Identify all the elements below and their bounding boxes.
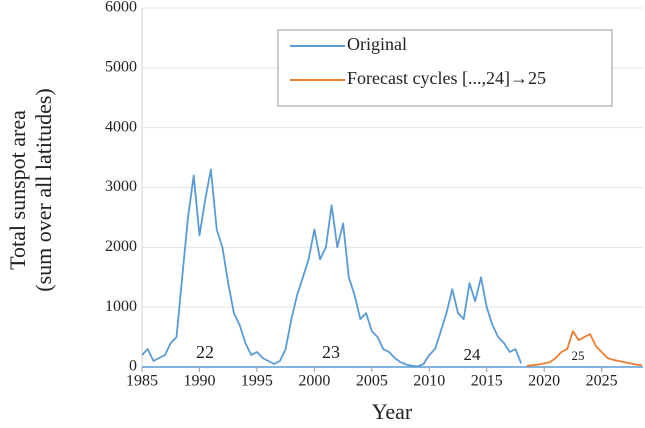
y-axis-title: (sum over all latitudes) bbox=[31, 88, 56, 291]
annotation: 23 bbox=[322, 342, 340, 362]
y-tick-label: 2000 bbox=[105, 238, 137, 255]
y-tick-label: 1000 bbox=[105, 298, 137, 315]
x-tick-label: 2010 bbox=[413, 373, 445, 390]
x-tick-label: 2000 bbox=[298, 373, 330, 390]
y-tick-label: 3000 bbox=[105, 178, 137, 195]
legend-box bbox=[277, 29, 613, 107]
x-tick-label: 2015 bbox=[471, 373, 503, 390]
x-tick-label: 1995 bbox=[241, 373, 273, 390]
legend-label: Original bbox=[347, 34, 407, 54]
x-tick-label: 1990 bbox=[183, 373, 215, 390]
annotation: 25 bbox=[572, 348, 585, 363]
x-tick-label: 1985 bbox=[126, 373, 158, 390]
annotation: 24 bbox=[464, 345, 482, 364]
x-tick-label: 2025 bbox=[586, 373, 618, 390]
x-tick-label: 2005 bbox=[356, 373, 388, 390]
annotation: 22 bbox=[196, 342, 214, 362]
y-tick-label: 6000 bbox=[105, 0, 137, 16]
legend-label: Forecast cycles [...,24]→25 bbox=[347, 68, 546, 88]
y-axis-title: Total sunspot area bbox=[5, 110, 30, 270]
series-line bbox=[141, 168, 523, 368]
y-tick-label: 5000 bbox=[105, 59, 137, 76]
y-tick-label: 4000 bbox=[105, 118, 137, 135]
series-line bbox=[526, 330, 642, 367]
x-axis-title: Year bbox=[372, 399, 413, 424]
x-tick-label: 2020 bbox=[528, 373, 560, 390]
y-tick-label: 0 bbox=[129, 358, 137, 375]
